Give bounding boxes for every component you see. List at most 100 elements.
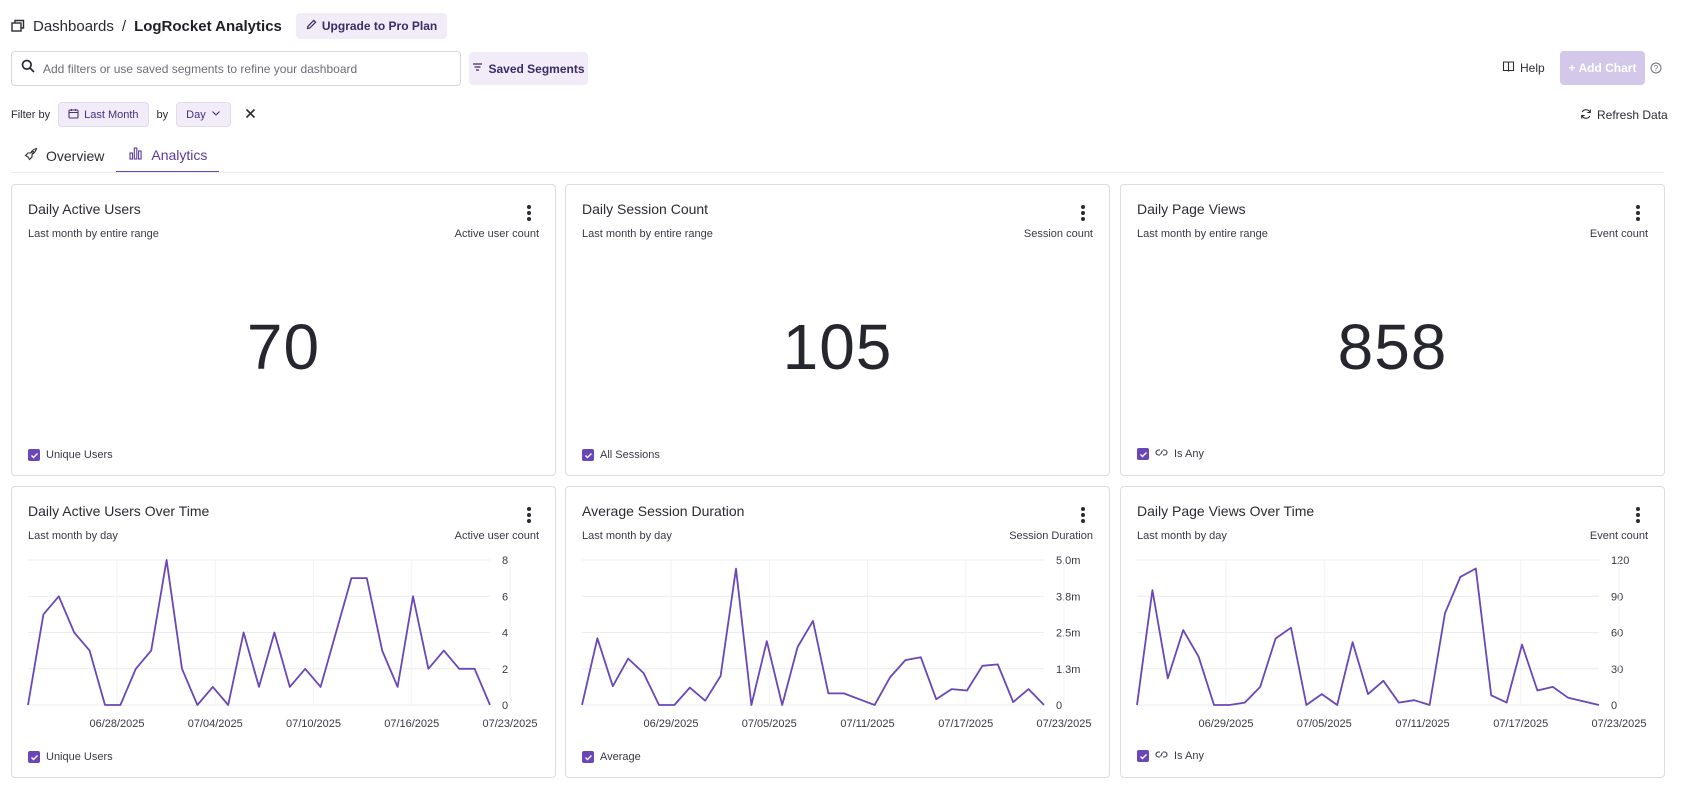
- x-tick-label: 07/04/2025: [188, 718, 243, 730]
- saved-segments-button[interactable]: Saved Segments: [469, 52, 588, 85]
- card-subtitle: Last month by entire range: [582, 228, 713, 240]
- tab-analytics-label: Analytics: [151, 146, 208, 163]
- card-title: Daily Active Users Over Time: [28, 503, 210, 519]
- card-title: Daily Page Views: [1137, 201, 1246, 217]
- x-tick-label: 06/29/2025: [643, 718, 698, 730]
- legend-label: Is Any: [1174, 750, 1204, 762]
- x-tick-label: 07/17/2025: [938, 718, 993, 730]
- metric-value: 858: [1337, 311, 1448, 383]
- legend-checkbox[interactable]: [28, 449, 40, 461]
- book-icon: [1502, 60, 1515, 76]
- kebab-menu-icon[interactable]: [1636, 205, 1640, 221]
- card-daily-page-views: Daily Page Views Last month by entire ra…: [1120, 184, 1665, 476]
- rocket-icon: [23, 147, 38, 165]
- search-box[interactable]: [11, 51, 461, 86]
- legend: Average: [582, 751, 641, 763]
- legend: Unique Users: [28, 449, 113, 461]
- refresh-label: Refresh Data: [1597, 108, 1668, 122]
- pencil-icon: [306, 19, 317, 33]
- y-tick-label: 60: [1611, 628, 1623, 640]
- y-tick-label: 0: [1056, 700, 1062, 712]
- breadcrumb-dashboards-link[interactable]: Dashboards: [33, 17, 114, 35]
- card-subtitle: Last month by entire range: [28, 228, 159, 240]
- dashboards-icon: [11, 19, 25, 33]
- by-label: by: [156, 108, 169, 121]
- card-metric-label: Session count: [1023, 228, 1093, 240]
- chevron-down-icon: [211, 108, 221, 121]
- card-metric-label: Session Duration: [1009, 530, 1093, 542]
- y-tick-label: 1.3m: [1056, 664, 1080, 676]
- kebab-menu-icon[interactable]: [1081, 205, 1085, 221]
- legend-checkbox[interactable]: [28, 751, 40, 763]
- card-title: Daily Session Count: [582, 201, 709, 217]
- kebab-menu-icon[interactable]: [1636, 507, 1640, 523]
- clear-filter-icon[interactable]: [245, 106, 256, 124]
- card-metric-label: Active user count: [454, 228, 539, 240]
- card-daily-session-count: Daily Session Count Last month by entire…: [565, 184, 1110, 476]
- x-tick-label: 07/17/2025: [1493, 718, 1548, 730]
- saved-segments-label: Saved Segments: [488, 61, 585, 76]
- refresh-data-button[interactable]: Refresh Data: [1580, 106, 1668, 124]
- upgrade-button[interactable]: Upgrade to Pro Plan: [295, 13, 448, 39]
- x-tick-label: 06/29/2025: [1198, 718, 1253, 730]
- line-chart: 8 6 4 2 0 06/28/2025 07/04/2025 07/10/2025 07/16…: [27, 555, 538, 730]
- card-daily-page-views-over-time: Daily Page Views Over Time Last month by…: [1120, 486, 1665, 778]
- tab-overview[interactable]: Overview: [11, 138, 116, 173]
- legend: Is Any: [1137, 447, 1204, 461]
- line-chart: 5.0m 3.8m 2.5m 1.3m 0 06/29/2025 07/05/2025 07/…: [581, 555, 1092, 730]
- filter-icon: [472, 62, 483, 76]
- y-tick-label: 8: [502, 555, 508, 567]
- add-chart-button[interactable]: + Add Chart: [1560, 51, 1645, 85]
- y-tick-label: 6: [502, 591, 508, 603]
- x-tick-label: 07/05/2025: [742, 718, 797, 730]
- legend-checkbox[interactable]: [1137, 750, 1149, 762]
- tab-overview-label: Overview: [46, 147, 105, 164]
- kebab-menu-icon[interactable]: [527, 507, 531, 523]
- x-tick-label: 07/23/2025: [1036, 718, 1091, 730]
- card-daily-active-users-over-time: Daily Active Users Over Time Last month …: [11, 486, 556, 778]
- y-tick-label: 120: [1611, 555, 1629, 567]
- y-tick-label: 2: [502, 664, 508, 676]
- x-tick-label: 07/23/2025: [482, 718, 537, 730]
- tab-analytics[interactable]: Analytics: [116, 138, 220, 173]
- series-line: [27, 559, 491, 706]
- card-metric-label: Event count: [1589, 530, 1648, 542]
- card-subtitle: Last month by entire range: [1137, 228, 1268, 240]
- tab-bar: Overview Analytics: [11, 138, 220, 173]
- link-icon: [1155, 447, 1168, 461]
- metric-value: 70: [246, 311, 321, 383]
- card-title: Daily Page Views Over Time: [1137, 503, 1315, 519]
- y-tick-label: 30: [1611, 664, 1623, 676]
- filter-bar: Filter by Last Month by Day: [11, 102, 256, 127]
- y-tick-label: 5.0m: [1056, 555, 1080, 567]
- legend-checkbox[interactable]: [582, 751, 594, 763]
- kebab-menu-icon[interactable]: [1081, 507, 1085, 523]
- kebab-menu-icon[interactable]: [527, 205, 531, 221]
- link-icon: [1155, 749, 1168, 763]
- search-icon: [21, 59, 35, 78]
- help-button[interactable]: Help: [1502, 57, 1545, 79]
- card-metric-label: Active user count: [454, 530, 539, 542]
- x-tick-label: 06/28/2025: [89, 718, 144, 730]
- y-tick-label: 90: [1611, 591, 1623, 603]
- x-tick-label: 07/11/2025: [1395, 718, 1449, 730]
- date-range-chip[interactable]: Last Month: [58, 102, 149, 127]
- legend-label: Is Any: [1174, 448, 1204, 460]
- x-tick-label: 07/05/2025: [1297, 718, 1352, 730]
- info-icon[interactable]: ?: [1650, 61, 1662, 79]
- granularity-select[interactable]: Day: [176, 102, 231, 127]
- search-input[interactable]: [43, 61, 443, 76]
- card-title: Daily Active Users: [28, 201, 141, 217]
- y-tick-label: 3.8m: [1056, 591, 1080, 603]
- bar-chart-icon: [128, 146, 143, 164]
- legend: All Sessions: [582, 449, 660, 461]
- x-tick-label: 07/11/2025: [840, 718, 894, 730]
- legend-label: Average: [600, 751, 641, 763]
- card-subtitle: Last month by day: [28, 530, 118, 542]
- svg-text:?: ?: [1654, 64, 1659, 73]
- legend-checkbox[interactable]: [1137, 448, 1149, 460]
- legend-checkbox[interactable]: [582, 449, 594, 461]
- refresh-icon: [1580, 108, 1592, 123]
- x-tick-label: 07/10/2025: [286, 718, 341, 730]
- y-tick-label: 0: [1611, 700, 1617, 712]
